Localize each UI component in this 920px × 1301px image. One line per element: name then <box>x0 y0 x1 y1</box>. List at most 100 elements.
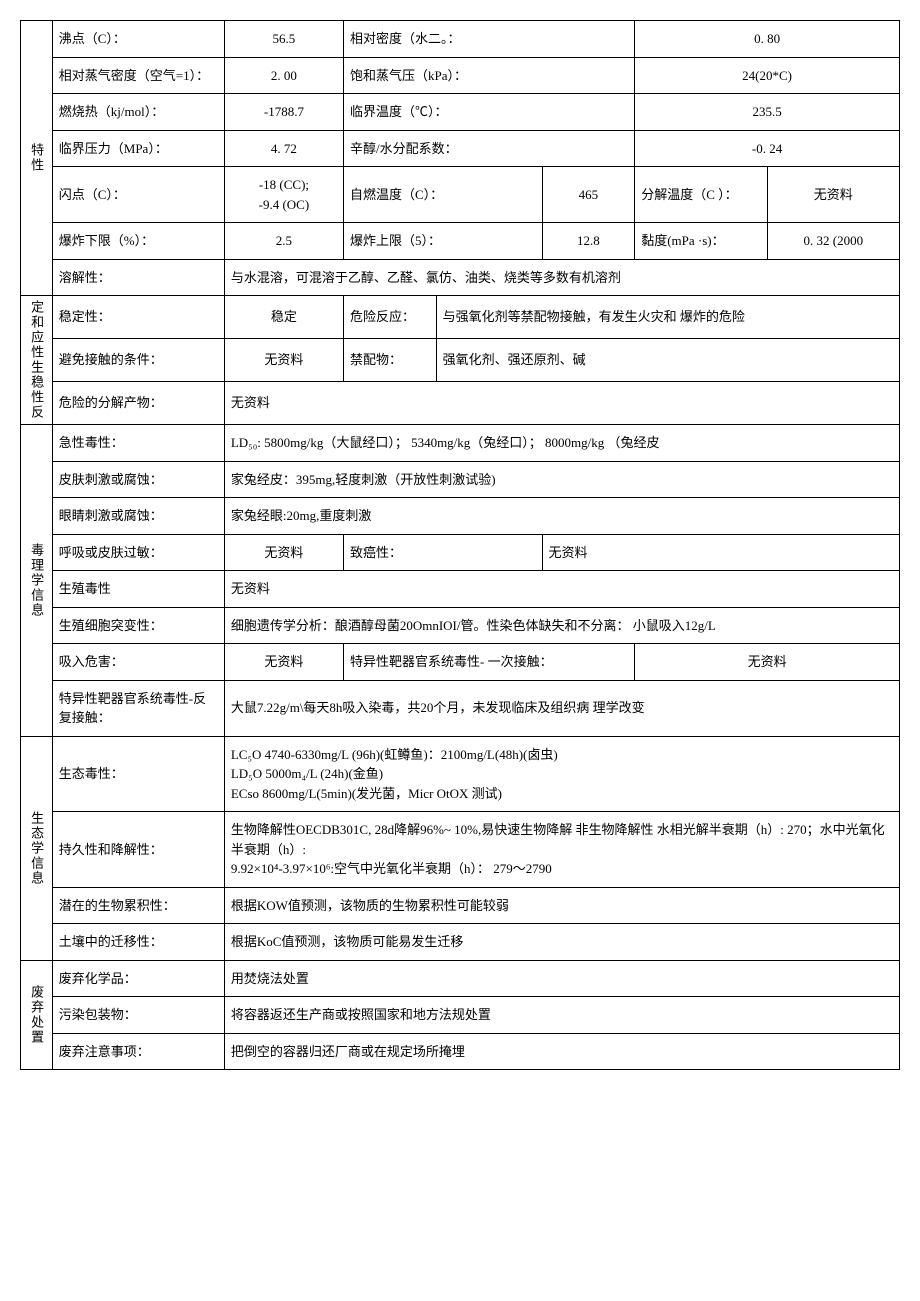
label-solubility: 溶解性： <box>52 259 224 296</box>
label-decomp: 分解温度（C ）： <box>635 167 767 223</box>
table-row: 眼睛刺激或腐蚀： 家兔经眼:20mg,重度刺激 <box>21 498 900 535</box>
val-hazreact: 与强氧化剂等禁配物接触，有发生火灾和 爆炸的危险 <box>436 296 899 339</box>
val-target-single: 无资料 <box>635 644 900 681</box>
table-row: 生态学信息 生态毒性： LC₅O 4740-6330mg/L (96h)(虹鳟鱼… <box>21 736 900 812</box>
table-row: 废弃处置 废弃化学品： 用焚烧法处置 <box>21 960 900 997</box>
val-eye: 家兔经眼:20mg,重度刺激 <box>224 498 899 535</box>
val-sat-vp: 24(20*C) <box>635 57 900 94</box>
table-row: 持久性和降解性： 生物降解性OECDB301C, 28d降解96%~ 10%,易… <box>21 812 900 888</box>
val-decomp: 无资料 <box>767 167 899 223</box>
table-row: 闪点（C）： -18 (CC); -9.4 (OC) 自燃温度（C）： 465 … <box>21 167 900 223</box>
label-partition: 辛醇/水分配系数： <box>343 130 634 167</box>
val-resp: 无资料 <box>224 534 343 571</box>
label-crit-press: 临界压力（MPa）： <box>52 130 224 167</box>
label-target-repeat: 特异性靶器官系统毒性-反复接触： <box>52 680 224 736</box>
val-density: 0. 80 <box>635 21 900 58</box>
label-avoid: 避免接触的条件： <box>52 339 224 382</box>
val-mutagen: 细胞遗传学分析：酿酒醇母菌20OmnIOI/管。性染色体缺失和不分离： 小鼠吸入… <box>224 607 899 644</box>
label-aspir: 吸入危害： <box>52 644 224 681</box>
val-skin: 家兔经皮：395mg,轻度刺激（开放性刺激试验) <box>224 461 899 498</box>
val-combustion: -1788.7 <box>224 94 343 131</box>
val-aspir: 无资料 <box>224 644 343 681</box>
label-soil: 土壤中的迁移性： <box>52 924 224 961</box>
label-disposal-notes: 废弃注意事项： <box>52 1033 224 1070</box>
table-row: 危险的分解产物： 无资料 <box>21 382 900 425</box>
val-disposal-chem: 用焚烧法处置 <box>224 960 899 997</box>
label-disposal-pkg: 污染包装物： <box>52 997 224 1034</box>
table-row: 污染包装物： 将容器返还生产商或按照国家和地方法规处置 <box>21 997 900 1034</box>
table-row: 呼吸或皮肤过敏： 无资料 致癌性： 无资料 <box>21 534 900 571</box>
section-header-tox: 毒理学信息 <box>21 425 53 737</box>
table-row: 毒理学信息 急性毒性： LD₅₀: 5800mg/kg（大鼠经口）； 5340m… <box>21 425 900 462</box>
table-row: 相对蒸气密度（空气=1）： 2. 00 饱和蒸气压（kPa）： 24(20*C) <box>21 57 900 94</box>
table-row: 特性 沸点（C）： 56.5 相对密度（水二。： 0. 80 <box>21 21 900 58</box>
section-header-stability: 定和应性生稳性反 <box>21 296 53 425</box>
val-decomp-prod: 无资料 <box>224 382 899 425</box>
label-bioacc: 潜在的生物累积性： <box>52 887 224 924</box>
label-crit-temp: 临界温度（℃）： <box>343 94 634 131</box>
table-row: 临界压力（MPa）： 4. 72 辛醇/水分配系数： -0. 24 <box>21 130 900 167</box>
label-sat-vp: 饱和蒸气压（kPa）： <box>343 57 634 94</box>
table-row: 避免接触的条件： 无资料 禁配物： 强氧化剂、强还原剂、碱 <box>21 339 900 382</box>
val-disposal-notes: 把倒空的容器归还厂商或在规定场所掩埋 <box>224 1033 899 1070</box>
table-row: 特异性靶器官系统毒性-反复接触： 大鼠7.22g/m\每天8h吸入染毒，共20个… <box>21 680 900 736</box>
table-row: 潜在的生物累积性： 根据KOW值预测，该物质的生物累积性可能较弱 <box>21 887 900 924</box>
section-header-phys: 特性 <box>21 21 53 296</box>
table-row: 土壤中的迁移性： 根据KoC值预测，该物质可能易发生迁移 <box>21 924 900 961</box>
table-row: 生殖毒性 无资料 <box>21 571 900 608</box>
label-resp: 呼吸或皮肤过敏： <box>52 534 224 571</box>
label-hazreact: 危险反应： <box>343 296 436 339</box>
val-bp: 56.5 <box>224 21 343 58</box>
label-visc: 黏度(mPa ·s)： <box>635 223 767 260</box>
val-incompat: 强氧化剂、强还原剂、碱 <box>436 339 899 382</box>
label-flash: 闪点（C）： <box>52 167 224 223</box>
val-avoid: 无资料 <box>224 339 343 382</box>
msds-table: 特性 沸点（C）： 56.5 相对密度（水二。： 0. 80 相对蒸气密度（空气… <box>20 20 900 1070</box>
val-uel: 12.8 <box>542 223 635 260</box>
label-ecotox: 生态毒性： <box>52 736 224 812</box>
val-carc: 无资料 <box>542 534 899 571</box>
table-row: 定和应性生稳性反 稳定性： 稳定 危险反应： 与强氧化剂等禁配物接触，有发生火灾… <box>21 296 900 339</box>
val-target-repeat: 大鼠7.22g/m\每天8h吸入染毒，共20个月，未发现临床及组织病 理学改变 <box>224 680 899 736</box>
val-persist: 生物降解性OECDB301C, 28d降解96%~ 10%,易快速生物降解 非生… <box>224 812 899 888</box>
val-soil: 根据KoC值预测，该物质可能易发生迁移 <box>224 924 899 961</box>
val-disposal-pkg: 将容器返还生产商或按照国家和地方法规处置 <box>224 997 899 1034</box>
label-repro: 生殖毒性 <box>52 571 224 608</box>
label-disposal-chem: 废弃化学品： <box>52 960 224 997</box>
label-vapor-density: 相对蒸气密度（空气=1）： <box>52 57 224 94</box>
val-partition: -0. 24 <box>635 130 900 167</box>
label-incompat: 禁配物： <box>343 339 436 382</box>
val-bioacc: 根据KOW值预测，该物质的生物累积性可能较弱 <box>224 887 899 924</box>
table-row: 燃烧热（kj/mol）： -1788.7 临界温度（℃）： 235.5 <box>21 94 900 131</box>
val-visc: 0. 32 (2000 <box>767 223 899 260</box>
section-header-eco: 生态学信息 <box>21 736 53 960</box>
val-repro: 无资料 <box>224 571 899 608</box>
label-eye: 眼睛刺激或腐蚀： <box>52 498 224 535</box>
table-row: 吸入危害： 无资料 特异性靶器官系统毒性- 一次接触： 无资料 <box>21 644 900 681</box>
table-row: 爆炸下限（%）： 2.5 爆炸上限（5）： 12.8 黏度(mPa ·s)： 0… <box>21 223 900 260</box>
label-lel: 爆炸下限（%）： <box>52 223 224 260</box>
label-decomp-prod: 危险的分解产物： <box>52 382 224 425</box>
table-row: 生殖细胞突变性： 细胞遗传学分析：酿酒醇母菌20OmnIOI/管。性染色体缺失和… <box>21 607 900 644</box>
label-autoign: 自燃温度（C）： <box>343 167 542 223</box>
label-target-single: 特异性靶器官系统毒性- 一次接触： <box>343 644 634 681</box>
label-bp: 沸点（C）： <box>52 21 224 58</box>
val-stab: 稳定 <box>224 296 343 339</box>
label-skin: 皮肤刺激或腐蚀： <box>52 461 224 498</box>
val-acute: LD₅₀: 5800mg/kg（大鼠经口）； 5340mg/kg（兔经口）； 8… <box>224 425 899 462</box>
table-row: 溶解性： 与水混溶，可混溶于乙醇、乙醛、氯仿、油类、烧类等多数有机溶剂 <box>21 259 900 296</box>
table-row: 废弃注意事项： 把倒空的容器归还厂商或在规定场所掩埋 <box>21 1033 900 1070</box>
val-solubility: 与水混溶，可混溶于乙醇、乙醛、氯仿、油类、烧类等多数有机溶剂 <box>224 259 899 296</box>
val-autoign: 465 <box>542 167 635 223</box>
label-density: 相对密度（水二。： <box>343 21 634 58</box>
label-carc: 致癌性： <box>343 534 542 571</box>
label-mutagen: 生殖细胞突变性： <box>52 607 224 644</box>
val-ecotox: LC₅O 4740-6330mg/L (96h)(虹鳟鱼)：2100mg/L(4… <box>224 736 899 812</box>
val-crit-temp: 235.5 <box>635 94 900 131</box>
table-row: 皮肤刺激或腐蚀： 家兔经皮：395mg,轻度刺激（开放性刺激试验) <box>21 461 900 498</box>
val-lel: 2.5 <box>224 223 343 260</box>
val-vapor-density: 2. 00 <box>224 57 343 94</box>
section-header-disposal: 废弃处置 <box>21 960 53 1070</box>
label-acute: 急性毒性： <box>52 425 224 462</box>
val-flash: -18 (CC); -9.4 (OC) <box>224 167 343 223</box>
